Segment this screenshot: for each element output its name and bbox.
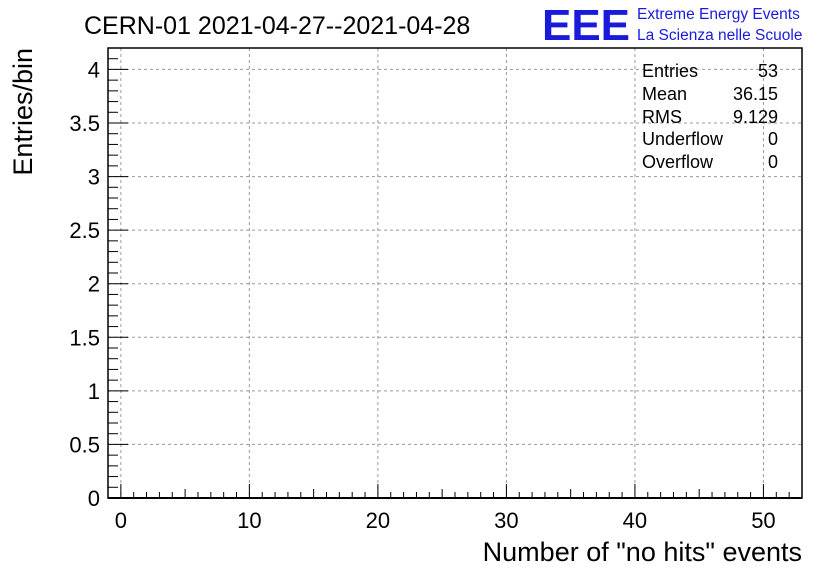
histogram-bin	[539, 177, 552, 498]
y-tick-label: 0	[88, 486, 100, 511]
histogram-bin	[603, 391, 616, 498]
histogram-bin	[410, 391, 423, 498]
histogram-bin	[757, 391, 770, 498]
y-axis: 0 0.5 1 1.5 2 2.5 3 3.5 4	[69, 47, 128, 511]
x-tick-label: 40	[623, 508, 647, 533]
y-tick-label: 4	[88, 57, 100, 82]
x-tick-label: 0	[115, 508, 127, 533]
histogram-bin	[616, 177, 629, 498]
y-tick-label: 0.5	[69, 432, 100, 457]
x-axis: 0 10 20 30 40 50	[107, 484, 803, 533]
x-axis-label: Number of "no hits" events	[483, 537, 802, 567]
stats-overflow-value: 0	[768, 152, 778, 172]
histogram-bin	[474, 69, 487, 498]
histogram-bin	[770, 391, 783, 498]
stats-underflow-value: 0	[768, 129, 778, 149]
logo-line-1: Extreme Energy Events	[637, 6, 800, 23]
y-tick-label: 2	[88, 272, 100, 297]
histogram-bin	[436, 391, 449, 498]
histogram-bin	[449, 391, 462, 498]
logo-line-2: La Scienza nelle Scuole	[637, 27, 802, 44]
stats-mean-value: 36.15	[733, 84, 778, 104]
y-tick-label: 3	[88, 165, 100, 190]
stats-mean-label: Mean	[642, 84, 687, 104]
histogram-bin	[731, 177, 744, 498]
x-tick-label: 20	[366, 508, 390, 533]
x-tick-label: 30	[494, 508, 518, 533]
stats-underflow-label: Underflow	[642, 129, 724, 149]
histogram-bin	[500, 391, 513, 498]
histogram-bin	[577, 69, 590, 498]
histogram-bin	[590, 177, 603, 498]
chart-title: CERN-01 2021-04-27--2021-04-28	[84, 12, 470, 40]
histogram-bin	[654, 284, 667, 498]
y-tick-label: 3.5	[69, 111, 100, 136]
y-tick-label: 1	[88, 379, 100, 404]
histogram-bin	[551, 284, 564, 498]
stats-entries-label: Entries	[642, 61, 698, 81]
stats-overflow-label: Overflow	[642, 152, 714, 172]
y-tick-label: 2.5	[69, 218, 100, 243]
histogram-bin	[693, 391, 706, 498]
histogram-bin	[423, 284, 436, 498]
histogram-bin	[641, 177, 654, 498]
histogram-bin	[127, 391, 140, 498]
histogram-bin	[718, 391, 731, 498]
x-tick-label: 10	[237, 508, 261, 533]
histogram-bin	[346, 391, 359, 498]
stats-box: Entries 53 Mean 36.15 RMS 9.129 Underflo…	[642, 61, 778, 172]
stats-rms-label: RMS	[642, 107, 682, 127]
y-axis-label: Entries/bin	[8, 48, 38, 176]
histogram-bin	[487, 391, 500, 498]
x-tick-label: 50	[751, 508, 775, 533]
logo-mark: EEE	[542, 1, 630, 50]
stats-entries-value: 53	[758, 61, 778, 81]
stats-rms-value: 9.129	[733, 107, 778, 127]
eee-logo: EEE Extreme Energy Events La Scienza nel…	[542, 1, 802, 50]
y-tick-label: 1.5	[69, 325, 100, 350]
histogram-bin	[744, 391, 757, 498]
histogram-bin	[461, 391, 474, 498]
histogram-bin	[629, 177, 642, 498]
histogram-bin	[564, 284, 577, 498]
